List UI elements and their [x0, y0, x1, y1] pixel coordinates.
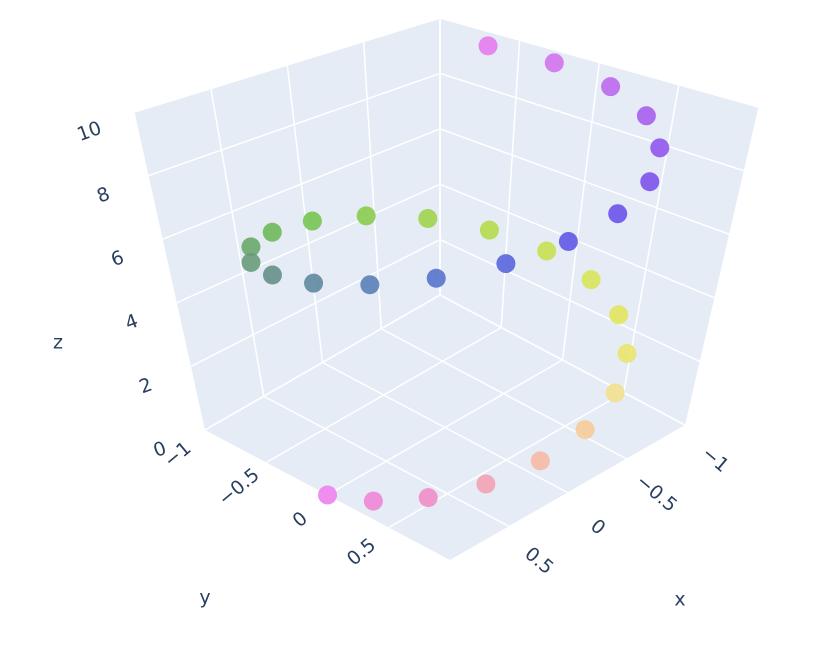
grid-line: [265, 326, 502, 464]
point: [356, 206, 376, 226]
point: [650, 138, 670, 158]
point: [418, 209, 438, 229]
grid-line: [500, 40, 521, 328]
y-axis-title: y: [199, 587, 210, 609]
point: [363, 491, 383, 511]
x-tick-label: −0.5: [632, 470, 681, 517]
scene-walls: [134, 17, 759, 560]
point: [636, 106, 656, 126]
x-tick-label: 0.5: [520, 543, 557, 579]
grid-line: [561, 62, 600, 361]
grid-line: [439, 294, 686, 426]
point: [241, 237, 261, 257]
grid-line: [439, 72, 745, 172]
z-tick-label: 4: [122, 310, 141, 335]
point: [496, 254, 516, 274]
grid-line: [190, 238, 441, 368]
grid-line: [286, 64, 324, 363]
point: [476, 474, 496, 494]
y-tick-label: 0: [288, 507, 311, 532]
point: [605, 383, 625, 403]
x-axis-title: x: [674, 589, 685, 611]
point: [302, 211, 322, 231]
point: [304, 273, 324, 293]
point: [601, 77, 621, 97]
point: [537, 241, 557, 261]
point: [241, 252, 261, 272]
grid-line: [176, 183, 441, 304]
point: [262, 222, 282, 242]
grid-line: [439, 128, 730, 235]
z-tick-label: 8: [94, 183, 113, 208]
point: [426, 268, 446, 288]
y-tick-label: 0.5: [343, 534, 380, 570]
point: [575, 420, 595, 440]
grid-line: [439, 17, 759, 108]
point: [478, 36, 498, 56]
grid-line: [210, 88, 265, 397]
grid-line: [148, 72, 441, 177]
point: [581, 270, 601, 290]
point: [617, 344, 637, 364]
wall: [440, 18, 759, 425]
grid-line: [204, 294, 441, 431]
x-tick-label: 0: [586, 515, 609, 540]
point: [608, 204, 628, 224]
wall: [134, 18, 440, 430]
point: [479, 220, 499, 240]
grid-line: [623, 84, 680, 393]
z-tick-label: 2: [136, 374, 155, 399]
z-axis-title: z: [53, 332, 63, 354]
z-tick-label: 6: [108, 246, 127, 271]
point: [262, 265, 282, 285]
point: [558, 232, 578, 252]
x-tick-label: −1: [698, 442, 734, 477]
grid-line: [162, 128, 441, 240]
point: [418, 488, 438, 508]
point: [530, 451, 550, 471]
point: [544, 53, 564, 73]
grid-line: [134, 17, 441, 113]
grid-line: [439, 238, 701, 363]
point: [609, 305, 629, 325]
point: [360, 275, 380, 295]
grid-line: [327, 359, 563, 496]
point: [318, 485, 337, 505]
point: [640, 172, 660, 192]
y-tick-label: −0.5: [214, 464, 263, 511]
z-tick-label: 10: [74, 117, 104, 146]
